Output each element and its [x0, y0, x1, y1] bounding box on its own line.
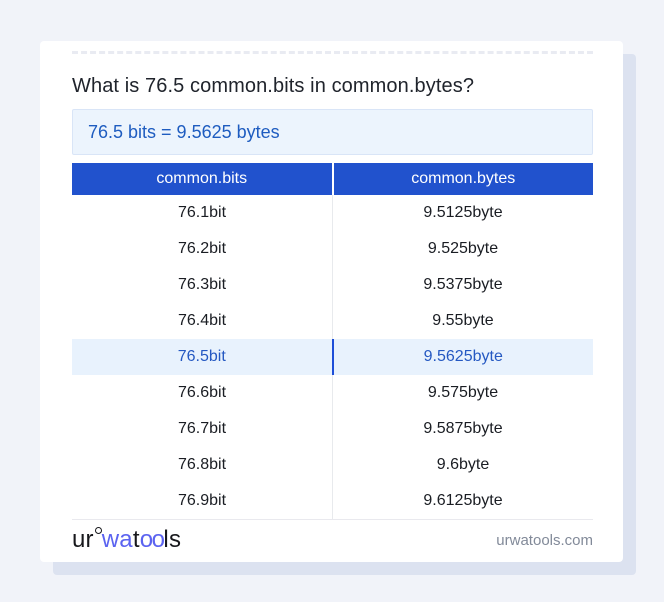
table-cell-bytes[interactable]: 9.5625byte: [331, 339, 594, 375]
table-cell-bits[interactable]: 76.4bit: [177, 312, 227, 329]
logo-part-oo: oo: [139, 526, 165, 553]
table-cell-bytes[interactable]: 9.575byte: [332, 375, 593, 411]
conversion-table: common.bits common.bytes 76.1bit 9.5125b…: [72, 163, 593, 520]
table-row: 76.7bit 9.5875byte: [72, 411, 593, 447]
table-row: 76.4bit 9.55byte: [72, 303, 593, 339]
table-cell-bits[interactable]: 76.9bit: [177, 492, 227, 509]
table-row: 76.8bit 9.6byte: [72, 447, 593, 483]
table-row: 76.3bit 9.5375byte: [72, 267, 593, 303]
table-cell-bytes[interactable]: 9.5375byte: [332, 267, 593, 303]
table-cell-bytes[interactable]: 9.6byte: [332, 447, 593, 483]
table-cell-bits[interactable]: 76.8bit: [177, 456, 227, 473]
card-footer: ur wa t oo ls urwatools.com: [72, 520, 593, 560]
conversion-result-box: 76.5 bits = 9.5625 bytes: [72, 109, 593, 155]
table-cell-bytes[interactable]: 9.5875byte: [332, 411, 593, 447]
table-cell-bytes[interactable]: 9.525byte: [332, 231, 593, 267]
logo-part-wa: wa: [101, 526, 133, 553]
table-cell-bytes[interactable]: 9.55byte: [332, 303, 593, 339]
table-cell-bytes[interactable]: 9.5125byte: [332, 195, 593, 231]
table-row: 76.1bit 9.5125byte: [72, 195, 593, 231]
urwatools-logo[interactable]: ur wa t oo ls: [72, 526, 182, 553]
table-header-bits: common.bits: [72, 163, 332, 195]
table-row: 76.5bit 9.5625byte: [72, 339, 593, 375]
table-cell-bits[interactable]: 76.2bit: [177, 240, 227, 257]
table-row: 76.2bit 9.525byte: [72, 231, 593, 267]
table-cell-bits[interactable]: 76.1bit: [177, 204, 227, 221]
table-cell-bits[interactable]: 76.5bit: [177, 348, 226, 365]
footer-site-link[interactable]: urwatools.com: [496, 531, 593, 549]
table-header-bytes: common.bytes: [331, 163, 593, 195]
logo-part-ur: ur: [72, 526, 94, 553]
table-header-row: common.bits common.bytes: [72, 163, 593, 195]
table-row: 76.6bit 9.575byte: [72, 375, 593, 411]
converter-card: What is 76.5 common.bits in common.bytes…: [40, 41, 623, 562]
logo-part-t: t: [132, 526, 140, 553]
table-cell-bits[interactable]: 76.7bit: [177, 420, 227, 437]
table-row: 76.9bit 9.6125byte: [72, 483, 593, 519]
table-cell-bytes[interactable]: 9.6125byte: [332, 483, 593, 519]
table-cell-bits[interactable]: 76.6bit: [177, 384, 227, 401]
table-body: 76.1bit 9.5125byte 76.2bit 9.525byte 76.…: [72, 195, 593, 520]
dashed-divider: [72, 51, 593, 54]
logo-ring-icon: [94, 527, 102, 534]
conversion-result-text: 76.5 bits = 9.5625 bytes: [88, 121, 280, 142]
logo-part-ls: ls: [163, 526, 182, 553]
table-cell-bits[interactable]: 76.3bit: [177, 276, 227, 293]
page-title: What is 76.5 common.bits in common.bytes…: [72, 75, 475, 97]
